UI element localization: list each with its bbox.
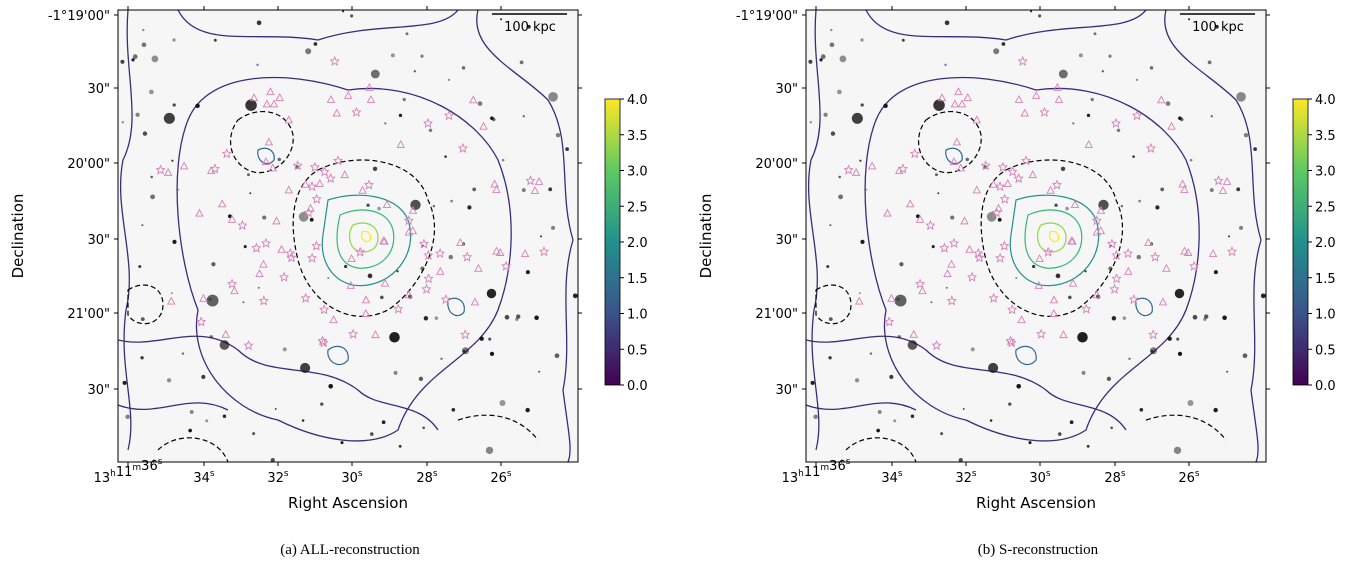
colorbar-tick-label: 0.5 bbox=[627, 343, 648, 358]
x-tick-sup: h bbox=[110, 469, 116, 479]
y-tick-label: 30" bbox=[87, 233, 110, 248]
image-frame bbox=[805, 9, 1267, 463]
y-tick-label: -1°19'00" bbox=[736, 9, 798, 24]
x-tick-label: 26s bbox=[1178, 469, 1200, 486]
x-tick-label: 28s bbox=[1104, 469, 1126, 486]
x-tick-sup: h bbox=[798, 469, 804, 479]
colorbar-tick-label: 3.5 bbox=[627, 129, 648, 144]
x-tick-sup: s bbox=[210, 469, 215, 479]
x-tick-sup: s bbox=[898, 469, 903, 479]
scale-bar-label: 100 kpc bbox=[1192, 20, 1244, 35]
y-axis-label: Declination bbox=[9, 194, 27, 279]
x-tick-text: 34 bbox=[193, 471, 210, 486]
x-tick-label: 32s bbox=[955, 469, 977, 486]
colorbar-tick-label: 0.5 bbox=[1315, 343, 1336, 358]
x-tick-text: 34 bbox=[881, 471, 898, 486]
colorbar-tick-label: 3.0 bbox=[627, 165, 648, 180]
x-tick-label: 32s bbox=[267, 469, 289, 486]
y-tick-label: 30" bbox=[87, 82, 110, 97]
x-tick-text: 13 bbox=[94, 471, 111, 486]
y-tick-label: 20'00" bbox=[755, 157, 798, 172]
x-tick-text: 26 bbox=[490, 471, 507, 486]
y-tick-label: 30" bbox=[775, 233, 798, 248]
y-tick-label: 21'00" bbox=[67, 307, 110, 322]
x-tick-text: 30 bbox=[341, 471, 358, 486]
x-tick-text: 36 bbox=[829, 459, 846, 474]
y-tick-label: 20'00" bbox=[67, 157, 110, 172]
colorbar-tick-label: 4.0 bbox=[627, 93, 648, 108]
image-frame bbox=[117, 9, 579, 463]
x-tick-label: 34s bbox=[193, 469, 215, 486]
caption: (b) S-reconstruction bbox=[978, 542, 1099, 558]
x-tick-text: 30 bbox=[1029, 471, 1046, 486]
y-tick-label: 30" bbox=[775, 82, 798, 97]
x-tick-sup: s bbox=[158, 457, 163, 467]
x-tick-label: 13h11m36s bbox=[782, 457, 851, 486]
x-tick-label: 26s bbox=[490, 469, 512, 486]
y-tick-label: 30" bbox=[775, 383, 798, 398]
colorbar-tick-label: 3.5 bbox=[1315, 129, 1336, 144]
scale-bar-label: 100 kpc bbox=[504, 20, 556, 35]
panel: 100 kpc -1°19'00" 30" 20'00" 30" 21'00" 30" 13h… bbox=[697, 6, 1336, 558]
x-tick-label: 28s bbox=[416, 469, 438, 486]
x-tick-text: 26 bbox=[1178, 471, 1195, 486]
x-tick-label: 30s bbox=[1029, 469, 1051, 486]
colorbar bbox=[1292, 98, 1309, 386]
colorbar-tick-label: 2.5 bbox=[1315, 200, 1336, 215]
x-tick-sup: s bbox=[284, 469, 289, 479]
x-tick-text: 32 bbox=[267, 471, 284, 486]
colorbar-tick-label: 4.0 bbox=[1315, 93, 1336, 108]
x-tick-text: 36 bbox=[141, 459, 158, 474]
x-tick-label: 30s bbox=[341, 469, 363, 486]
y-tick-label: -1°19'00" bbox=[48, 9, 110, 24]
x-tick-text: 11 bbox=[116, 465, 133, 480]
sky-image bbox=[118, 10, 578, 462]
x-tick-sup: s bbox=[972, 469, 977, 479]
panel: 100 kpc -1°19'00" 30" 20'00" 30" 21'00" 30" 13h… bbox=[9, 6, 648, 558]
x-tick-sup: m bbox=[820, 463, 829, 473]
x-tick-sup: s bbox=[1121, 469, 1126, 479]
colorbar-tick-label: 1.5 bbox=[627, 272, 648, 287]
colorbar-tick-label: 2.0 bbox=[1315, 236, 1336, 251]
colorbar-tick-label: 1.5 bbox=[1315, 272, 1336, 287]
x-tick-sup: s bbox=[433, 469, 438, 479]
x-axis-label: Right Ascension bbox=[976, 494, 1096, 512]
colorbar bbox=[604, 98, 621, 386]
x-tick-label: 13h11m36s bbox=[94, 457, 163, 486]
colorbar-tick-label: 2.5 bbox=[627, 200, 648, 215]
colorbar-tick-label: 0.0 bbox=[627, 379, 648, 394]
x-tick-text: 32 bbox=[955, 471, 972, 486]
y-axis-label: Declination bbox=[697, 194, 715, 279]
sky-image bbox=[806, 10, 1266, 462]
colorbar-tick-label: 1.0 bbox=[1315, 308, 1336, 323]
colorbar-tick-label: 2.0 bbox=[627, 236, 648, 251]
x-tick-text: 28 bbox=[416, 471, 433, 486]
x-tick-sup: s bbox=[846, 457, 851, 467]
x-axis-label: Right Ascension bbox=[288, 494, 408, 512]
x-tick-sup: m bbox=[132, 463, 141, 473]
y-tick-label: 21'00" bbox=[755, 307, 798, 322]
x-tick-text: 11 bbox=[804, 465, 821, 480]
x-tick-text: 13 bbox=[782, 471, 799, 486]
x-tick-sup: s bbox=[1195, 469, 1200, 479]
colorbar-tick-label: 0.0 bbox=[1315, 379, 1336, 394]
colorbar-tick-label: 3.0 bbox=[1315, 165, 1336, 180]
x-tick-label: 34s bbox=[881, 469, 903, 486]
x-tick-sup: s bbox=[1046, 469, 1051, 479]
colorbar-tick-label: 1.0 bbox=[627, 308, 648, 323]
x-tick-sup: s bbox=[507, 469, 512, 479]
caption: (a) ALL-reconstruction bbox=[280, 542, 420, 558]
y-tick-label: 30" bbox=[87, 383, 110, 398]
x-tick-sup: s bbox=[358, 469, 363, 479]
x-tick-text: 28 bbox=[1104, 471, 1121, 486]
